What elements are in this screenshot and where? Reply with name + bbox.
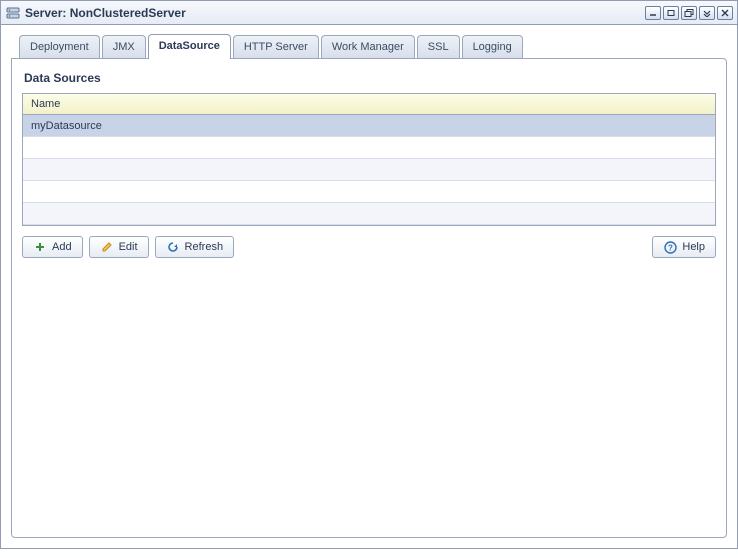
table-row[interactable] — [23, 181, 715, 203]
tab-jmx[interactable]: JMX — [102, 35, 146, 59]
minimize-button[interactable] — [645, 6, 661, 20]
restore-button[interactable] — [663, 6, 679, 20]
help-button-label: Help — [682, 241, 705, 253]
plus-icon — [33, 240, 47, 254]
refresh-button[interactable]: Refresh — [155, 236, 235, 258]
add-button[interactable]: Add — [22, 236, 83, 258]
edit-button-label: Edit — [119, 241, 138, 253]
edit-button[interactable]: Edit — [89, 236, 149, 258]
maximize-button[interactable] — [681, 6, 697, 20]
grid-body: myDatasource — [23, 115, 715, 225]
window-title: Server: NonClusteredServer — [25, 6, 645, 20]
add-button-label: Add — [52, 241, 72, 253]
datasource-grid: Name myDatasource — [22, 93, 716, 226]
tab-http-server[interactable]: HTTP Server — [233, 35, 319, 59]
panel-body: Deployment JMX DataSource HTTP Server Wo… — [1, 25, 737, 548]
tab-ssl[interactable]: SSL — [417, 35, 460, 59]
table-row[interactable]: myDatasource — [23, 115, 715, 137]
section-title: Data Sources — [24, 71, 716, 85]
tab-work-manager[interactable]: Work Manager — [321, 35, 415, 59]
pencil-icon — [100, 240, 114, 254]
help-icon: ? — [663, 240, 677, 254]
collapse-button[interactable] — [699, 6, 715, 20]
tab-deployment[interactable]: Deployment — [19, 35, 100, 59]
tab-logging[interactable]: Logging — [462, 35, 523, 59]
svg-text:?: ? — [668, 243, 673, 252]
server-icon — [5, 5, 21, 21]
refresh-button-label: Refresh — [185, 241, 224, 253]
window-controls — [645, 6, 733, 20]
table-row[interactable] — [23, 203, 715, 225]
table-row[interactable] — [23, 159, 715, 181]
tab-page-datasource: Data Sources Name myDatasource — [11, 58, 727, 538]
tab-datasource[interactable]: DataSource — [148, 34, 231, 59]
titlebar: Server: NonClusteredServer — [1, 1, 737, 25]
server-panel: Server: NonClusteredServer — [0, 0, 738, 549]
help-button[interactable]: ? Help — [652, 236, 716, 258]
refresh-icon — [166, 240, 180, 254]
grid-column-header-name[interactable]: Name — [23, 94, 715, 115]
close-button[interactable] — [717, 6, 733, 20]
toolbar: Add Edit — [22, 236, 716, 258]
table-row[interactable] — [23, 137, 715, 159]
tab-strip: Deployment JMX DataSource HTTP Server Wo… — [11, 33, 727, 58]
